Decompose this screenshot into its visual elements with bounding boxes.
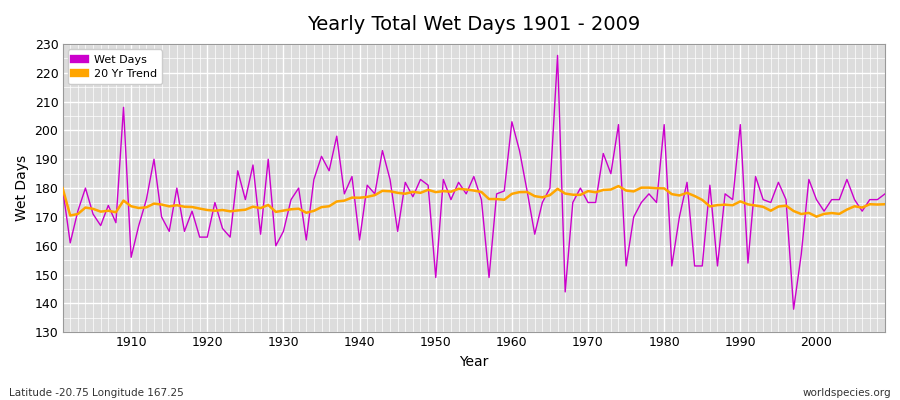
Line: 20 Yr Trend: 20 Yr Trend (63, 186, 885, 217)
20 Yr Trend (58, 186, 68, 190)
20 Yr Trend (499, 197, 509, 202)
Wet Days (553, 53, 563, 58)
Wet Days (331, 134, 342, 138)
20 Yr Trend (118, 198, 129, 203)
Wet Days (606, 171, 616, 176)
Wet Days (788, 307, 799, 312)
20 Yr Trend (879, 202, 890, 207)
X-axis label: Year: Year (459, 355, 489, 369)
20 Yr Trend (811, 214, 822, 219)
20 Yr Trend (331, 199, 342, 204)
Wet Days (58, 186, 68, 190)
Title: Yearly Total Wet Days 1901 - 2009: Yearly Total Wet Days 1901 - 2009 (307, 15, 641, 34)
Wet Days (499, 188, 509, 193)
Wet Days (507, 119, 517, 124)
Line: Wet Days: Wet Days (63, 56, 885, 309)
Wet Days (118, 105, 129, 110)
20 Yr Trend (613, 184, 624, 188)
20 Yr Trend (285, 207, 296, 212)
Wet Days (285, 197, 296, 202)
Y-axis label: Wet Days: Wet Days (15, 155, 29, 221)
Legend: Wet Days, 20 Yr Trend: Wet Days, 20 Yr Trend (68, 50, 162, 84)
20 Yr Trend (507, 192, 517, 196)
20 Yr Trend (598, 188, 608, 192)
Text: worldspecies.org: worldspecies.org (803, 388, 891, 398)
Text: Latitude -20.75 Longitude 167.25: Latitude -20.75 Longitude 167.25 (9, 388, 184, 398)
Wet Days (879, 192, 890, 196)
